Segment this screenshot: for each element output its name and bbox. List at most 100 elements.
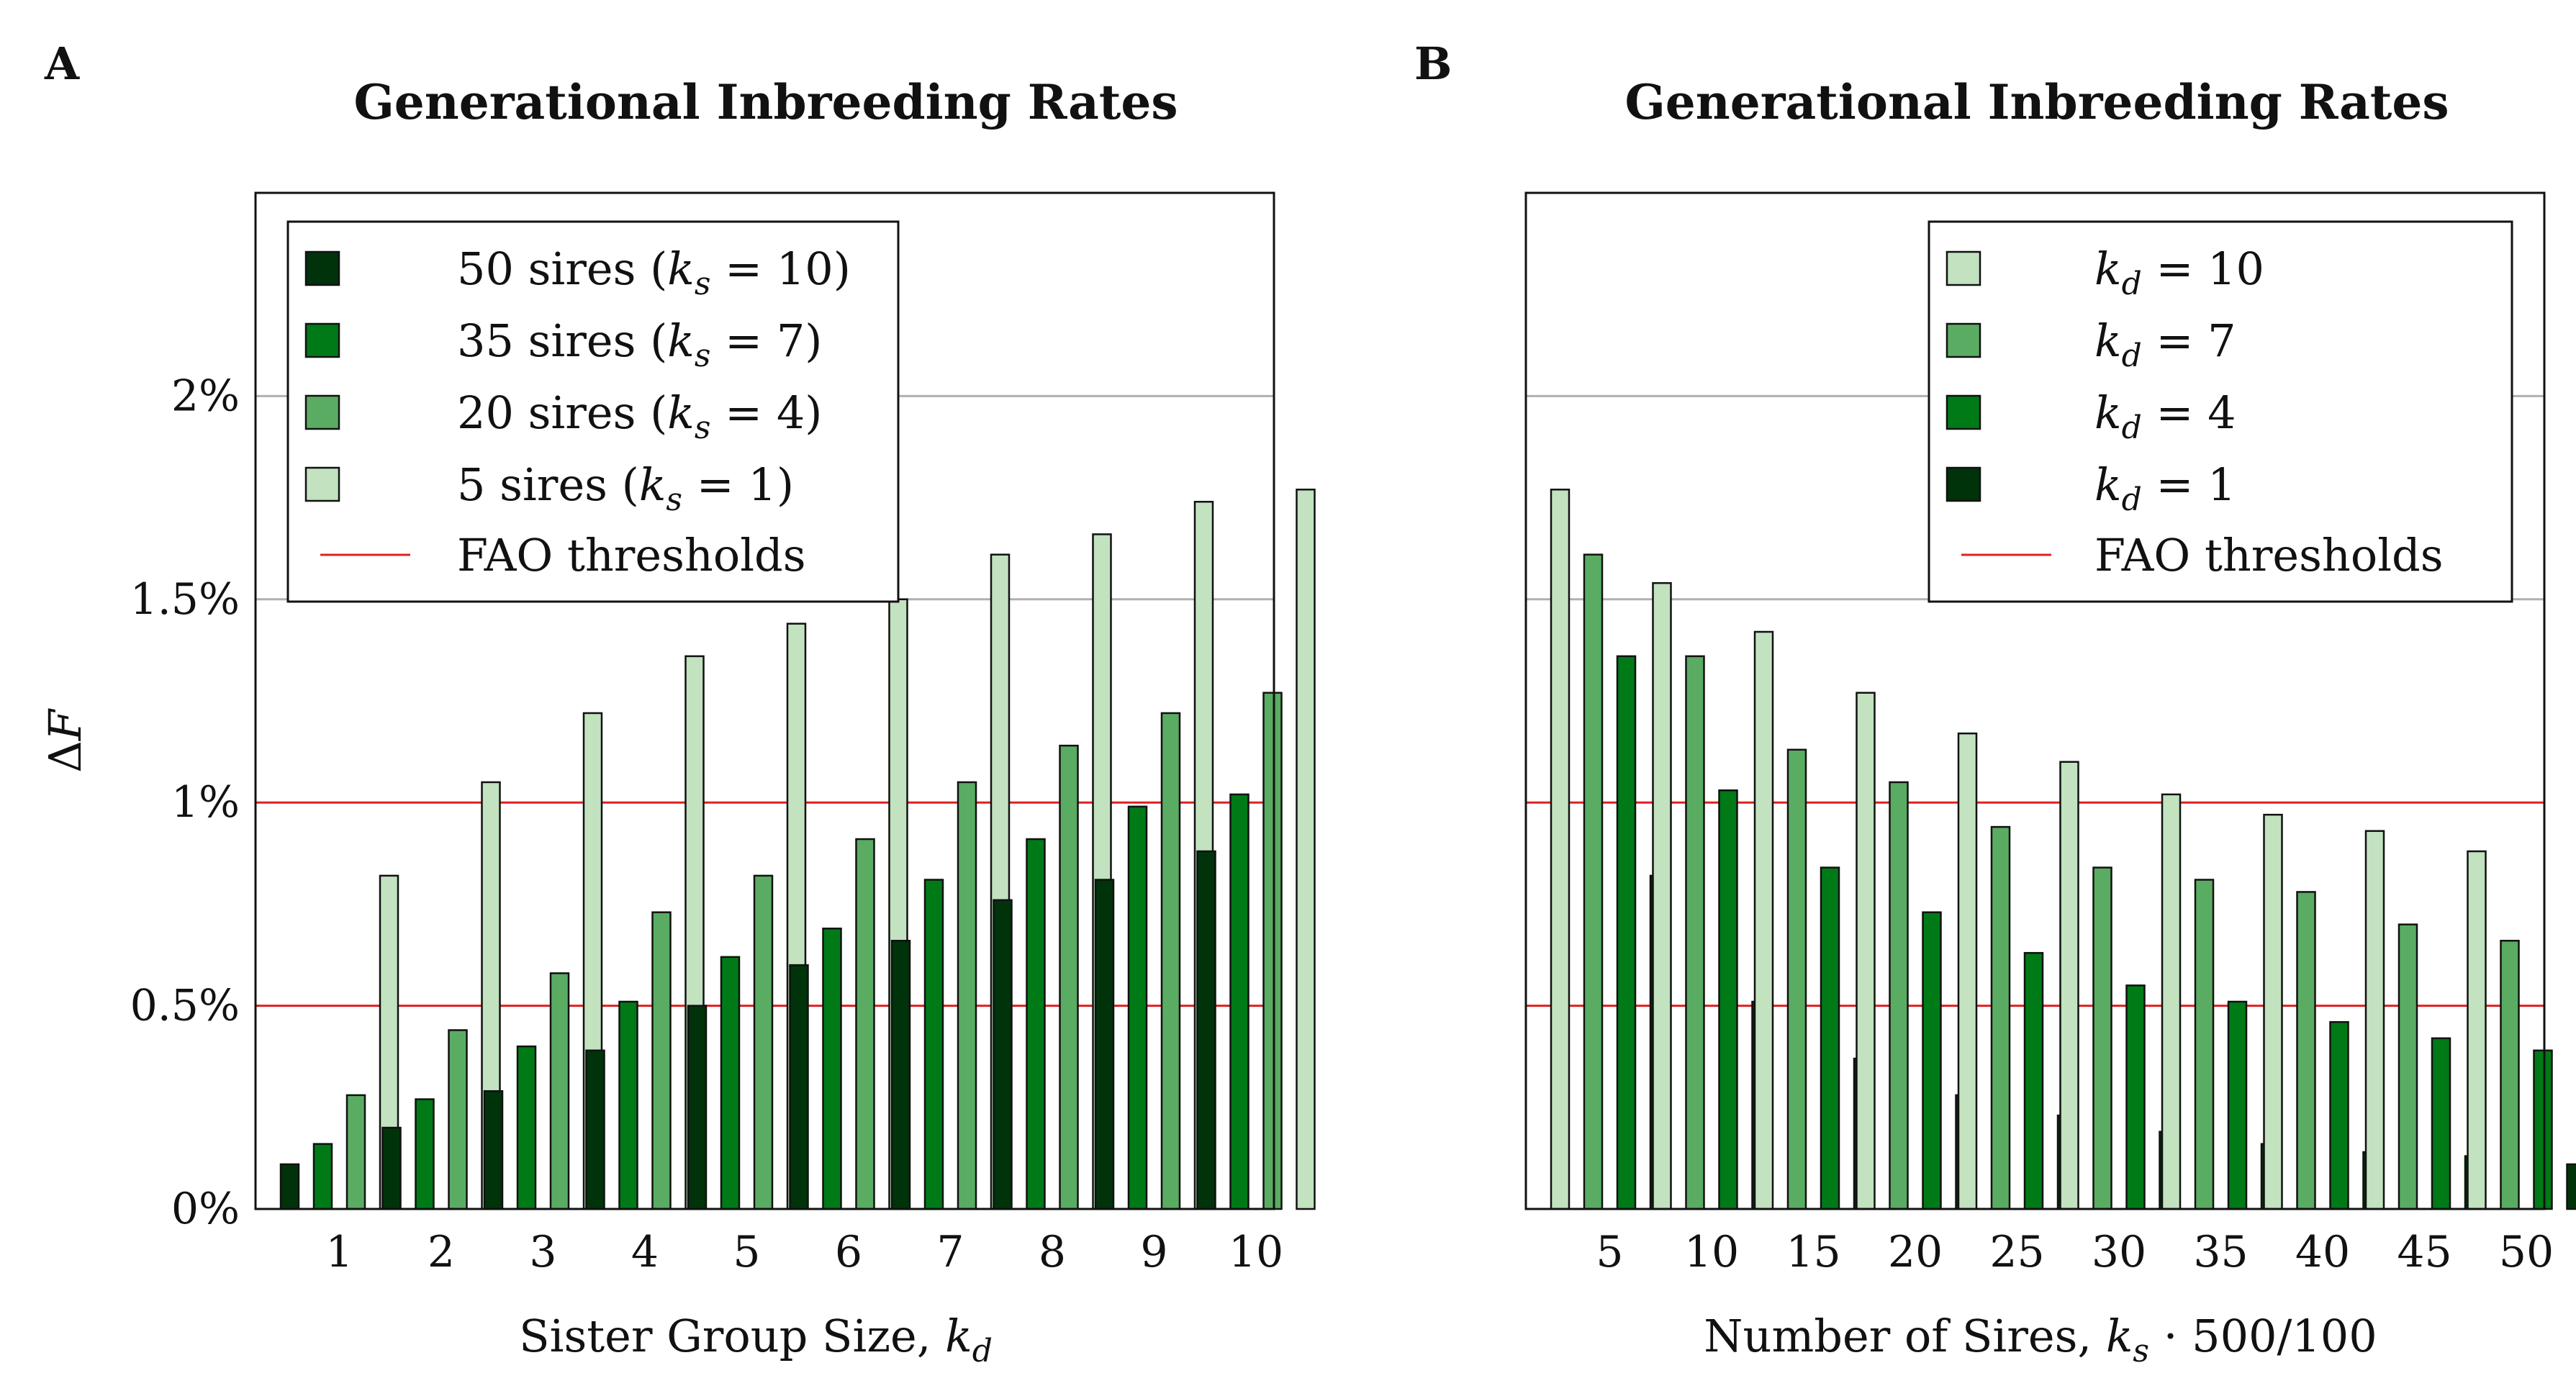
x-tick-label-a-4: 4 (631, 1227, 659, 1277)
x-tick-label-b-35: 35 (2193, 1227, 2248, 1277)
bar-a-series1-9 (1127, 805, 1148, 1210)
x-tick-label-a-8: 8 (1039, 1227, 1066, 1277)
bar-a-series1-5 (720, 956, 741, 1210)
bar-b-series0-25 (1957, 732, 1978, 1210)
x-axis-label-b-text: Number of Sires, (1704, 1310, 2106, 1362)
bar-b-series0-45 (2364, 830, 2385, 1210)
x-axis-label-a: Sister Group Size, kd (519, 1310, 993, 1369)
bar-b-series1-40 (2296, 891, 2316, 1210)
legend-label-b-0: kd = 10 (2094, 243, 2264, 302)
bar-a-series1-6 (822, 928, 842, 1210)
legend-label-b-1: kd = 7 (2094, 314, 2236, 374)
bar-a-series2-7 (957, 781, 977, 1210)
y-axis-label-symbol: F (39, 708, 91, 741)
bar-b-series2-25 (2023, 951, 2044, 1210)
bar-a-series1-7 (923, 879, 944, 1210)
legend-box-a (286, 220, 900, 603)
bar-b-series2-15 (1820, 866, 1840, 1210)
bar-b-series0-50 (2467, 850, 2487, 1210)
x-axis-label-b-symbol: k (2106, 1310, 2133, 1362)
bar-b-series1-50 (2500, 939, 2520, 1210)
bar-a-series1-8 (1026, 838, 1046, 1210)
bar-a-series2-5 (753, 874, 774, 1210)
bar-b-series2-20 (1922, 911, 1942, 1210)
bar-b-series1-30 (2092, 866, 2112, 1210)
bar-b-series1-20 (1889, 781, 1909, 1210)
bar-b-series2-30 (2125, 984, 2146, 1210)
panel-letter-a: A (44, 37, 80, 90)
y-axis-label: ΔF (39, 708, 91, 773)
legend-b: kd = 10 kd = 7 kd = 4 kd = 1 FAO thresholds (1928, 220, 2513, 603)
x-axis-label-a-subscript: d (972, 1333, 993, 1369)
bar-b-series0-15 (1753, 630, 1774, 1210)
y-tick-label-3: 1.5% (130, 574, 240, 625)
x-tick-label-b-25: 25 (1989, 1227, 2044, 1277)
x-tick-label-a-1: 1 (325, 1227, 353, 1277)
bar-a-series0-5 (687, 1005, 708, 1210)
legend-swatch-a-1 (304, 322, 340, 358)
x-tick-label-b-30: 30 (2092, 1227, 2146, 1277)
legend-swatch-a-0 (304, 250, 340, 286)
legend-swatch-b-1 (1945, 322, 1981, 358)
x-tick-label-b-50: 50 (2499, 1227, 2554, 1277)
legend-label-b-2: kd = 4 (2094, 386, 2236, 446)
bar-a-series1-3 (516, 1045, 537, 1210)
bar-a-series0-4 (585, 1049, 605, 1210)
bars-b (1550, 489, 2576, 1210)
bar-a-series0-9 (1094, 879, 1115, 1210)
legend-label-fao-a: FAO thresholds (457, 529, 806, 581)
bar-a-series2-1 (345, 1094, 366, 1210)
y-tick-label-0: 0% (171, 1184, 240, 1234)
bar-b-series0-10 (1652, 581, 1672, 1210)
bar-b-series3-50 (2566, 1163, 2576, 1210)
x-tick-label-a-10: 10 (1229, 1227, 1283, 1277)
ticks-b: 5 10 15 20 25 30 35 40 45 50 (1596, 1227, 2554, 1277)
x-tick-label-b-15: 15 (1786, 1227, 1840, 1277)
plot-frame-b (1524, 191, 2546, 1210)
legend-swatch-b-0 (1945, 250, 1981, 286)
bar-a-series2-8 (1059, 744, 1079, 1210)
x-tick-label-a-5: 5 (733, 1227, 760, 1277)
x-tick-label-b-20: 20 (1888, 1227, 1943, 1277)
bar-a-series2-9 (1160, 712, 1181, 1210)
legend-label-a-1: 35 sires (ks = 7) (457, 314, 822, 374)
bar-a-series2-6 (855, 838, 875, 1210)
legend-swatch-a-3 (304, 466, 340, 502)
bar-a-series1-4 (618, 1000, 638, 1210)
bar-a-series0-10 (1196, 850, 1216, 1210)
legend-a: 50 sires (ks = 10) 35 sires (ks = 7) 20 si… (286, 220, 900, 603)
bar-b-series2-50 (2533, 1049, 2553, 1210)
y-tick-label-2: 1% (171, 777, 240, 828)
y-tick-label-1: 0.5% (130, 981, 240, 1031)
bar-b-series2-35 (2227, 1000, 2248, 1210)
bar-a-series1-2 (415, 1098, 435, 1210)
x-tick-label-a-3: 3 (529, 1227, 556, 1277)
bar-a-series0-7 (890, 939, 911, 1210)
bar-b-series2-40 (2329, 1020, 2349, 1210)
x-tick-label-a-9: 9 (1140, 1227, 1167, 1277)
x-tick-label-b-40: 40 (2295, 1227, 2350, 1277)
bar-a-series0-3 (483, 1090, 504, 1210)
bar-b-series2-10 (1718, 789, 1738, 1210)
bar-b-series1-15 (1786, 748, 1807, 1210)
bar-b-series1-10 (1685, 655, 1705, 1210)
bar-a-series0-1 (279, 1163, 300, 1210)
x-axis-label-a-symbol: k (945, 1310, 972, 1362)
chart-title-b: Generational Inbreeding Rates (1624, 74, 2449, 130)
bar-a-series0-6 (789, 964, 809, 1210)
bar-b-series2-45 (2431, 1037, 2451, 1210)
bar-a-series2-4 (651, 911, 672, 1210)
x-tick-label-b-5: 5 (1596, 1227, 1623, 1277)
bar-a-series2-2 (448, 1029, 468, 1210)
legend-swatch-a-2 (304, 394, 340, 430)
legend-label-a-3: 5 sires (ks = 1) (457, 458, 794, 518)
x-tick-label-a-7: 7 (936, 1227, 964, 1277)
bar-a-series3-10 (1296, 489, 1316, 1210)
chart-title-a: Generational Inbreeding Rates (353, 74, 1178, 130)
x-tick-label-b-10: 10 (1684, 1227, 1739, 1277)
bar-a-series1-10 (1229, 793, 1249, 1210)
bar-b-series0-35 (2161, 793, 2182, 1210)
bar-b-series1-5 (1583, 553, 1604, 1210)
legend-label-fao-b: FAO thresholds (2094, 529, 2444, 581)
